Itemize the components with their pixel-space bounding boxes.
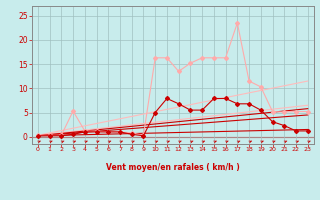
X-axis label: Vent moyen/en rafales ( km/h ): Vent moyen/en rafales ( km/h ) <box>106 163 240 172</box>
